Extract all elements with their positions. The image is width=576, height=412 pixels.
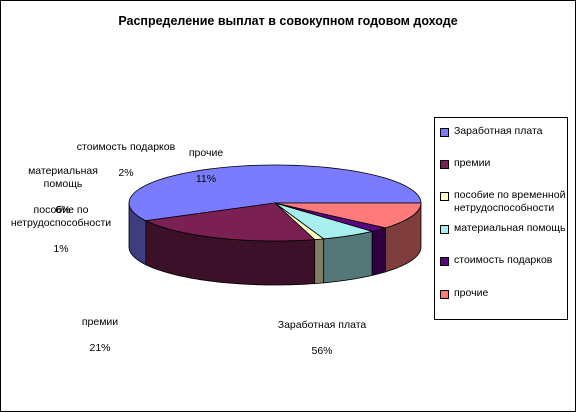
data-label-salary: Заработная плата 56% (262, 306, 382, 358)
data-label-aid-name: материальная помощь (28, 165, 98, 190)
data-label-disability: пособие по нетрудоспособности 1% (0, 191, 122, 256)
data-label-disability-pct: 1% (53, 243, 69, 255)
data-label-salary-name: Заработная плата (277, 319, 367, 331)
legend-label-gifts: стоимость подарков (454, 254, 553, 266)
legend-swatch-other (440, 290, 449, 299)
data-label-other: прочие 11% (176, 134, 236, 186)
legend: Заработная плата премии пособие по време… (434, 117, 568, 320)
legend-swatch-bonuses (440, 160, 449, 169)
data-label-aid: материальная помощь 6% (18, 152, 108, 217)
legend-swatch-salary (440, 128, 449, 137)
chart-title: Распределение выплат в совокупном годово… (118, 14, 458, 28)
legend-label-disability: пособие по временной нетрудоспособности (454, 189, 566, 214)
legend-label-bonuses: премии (454, 157, 491, 169)
pie-slice-bonuses (144, 202, 316, 242)
data-label-gifts: стоимость подарков 2% (66, 128, 186, 180)
legend-swatch-disability (440, 192, 449, 201)
data-label-other-pct: 11% (195, 173, 217, 185)
pie-slice-salary (128, 164, 422, 222)
data-label-gifts-pct: 2% (118, 167, 134, 179)
data-label-bonuses-name: премии (81, 316, 119, 328)
legend-label-salary: Заработная плата (454, 125, 543, 137)
data-label-aid-pct: 6% (55, 204, 71, 216)
pie-slice-aid (274, 202, 373, 240)
data-label-other-name: прочие (188, 147, 224, 159)
data-label-salary-pct: 56% (311, 345, 333, 357)
legend-label-aid: материальная помощь (454, 222, 566, 234)
legend-swatch-aid (440, 225, 449, 234)
legend-swatch-gifts (440, 257, 449, 266)
data-label-bonuses: премии 21% (60, 303, 140, 355)
data-label-gifts-name: стоимость подарков (76, 141, 176, 153)
legend-label-other: прочие (454, 287, 489, 299)
data-label-bonuses-pct: 21% (89, 342, 111, 354)
data-label-disability-name: пособие по нетрудоспособности (10, 204, 112, 229)
pie-side-gifts (371, 227, 386, 276)
pie-side-aid (323, 230, 373, 284)
pie-slice-other (274, 202, 422, 229)
pie-side-disability (314, 238, 325, 285)
